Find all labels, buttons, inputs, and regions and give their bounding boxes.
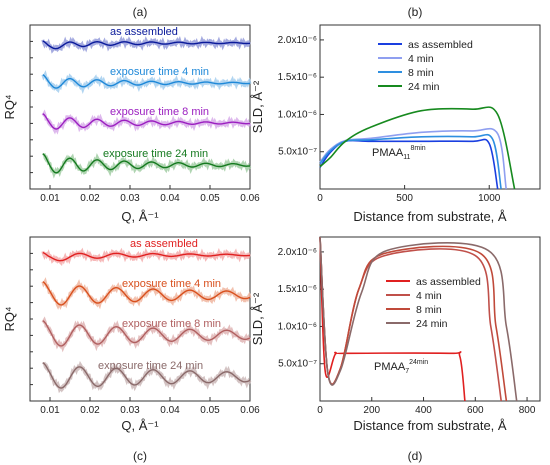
- panel-c-ylabel: RQ⁴: [2, 306, 17, 331]
- chart-marks: 0.01 0.02 0.03 0.04 0.05 0.06 as assembled expo…: [30, 26, 536, 416]
- panel-a-ylabel: RQ⁴: [2, 94, 17, 119]
- a-xtick-label: 0.05: [200, 193, 220, 204]
- b-ytick-label: 1.0x10⁻⁶: [278, 109, 317, 120]
- b-xtick-label: 1000: [478, 193, 501, 204]
- panel-d-annotation-base: PMAA: [374, 361, 406, 373]
- d-xtick-label: 0: [317, 405, 323, 416]
- c-curve-label: as assembled: [130, 238, 198, 250]
- d-ytick-label: 1.5x10⁻⁶: [278, 284, 317, 295]
- a-fit-series: [42, 74, 251, 89]
- b-legend-label: 4 min: [408, 53, 434, 65]
- c-curve-label: exposure time 8 min: [122, 318, 221, 330]
- b-ytick-label: 2.0x10⁻⁶: [278, 35, 317, 46]
- panel-c-letter: (c): [133, 449, 147, 463]
- panel-d-annotation: PMAA724min: [374, 359, 428, 375]
- b-legend-label: as assembled: [408, 39, 473, 51]
- panel-d-xlabel: Distance from substrate, Å: [353, 418, 506, 433]
- c-fit-series: [42, 281, 251, 306]
- d-xtick-label: 400: [415, 405, 432, 416]
- panel-d-frame: [319, 236, 541, 402]
- c-fit-series: [42, 251, 250, 262]
- panel-d-annotation-sup: 24min: [409, 359, 428, 366]
- b-xtick-label: 500: [396, 193, 413, 204]
- c-xtick-label: 0.02: [80, 405, 100, 416]
- d-sld-series: [319, 236, 502, 402]
- d-sld-series: [319, 236, 508, 402]
- panel-b-xlabel: Distance from substrate, Å: [353, 209, 506, 224]
- a-xtick-label: 0.06: [240, 193, 260, 204]
- panel-a-xlabel: Q, Å⁻¹: [121, 209, 159, 224]
- d-xtick-label: 600: [467, 405, 484, 416]
- d-ytick-label: 2.0x10⁻⁶: [278, 247, 317, 258]
- panel-a-letter: (a): [133, 5, 148, 19]
- b-ytick-label: 1.5x10⁻⁶: [278, 72, 317, 83]
- c-xtick-label: 0.03: [120, 405, 140, 416]
- c-curve-label: exposure time 24 min: [98, 360, 203, 372]
- panel-d-letter: (d): [408, 449, 423, 463]
- d-ytick-label: 5.0x10⁻⁷: [278, 359, 317, 370]
- a-data-series: [41, 35, 251, 54]
- b-sld-series: [319, 106, 516, 190]
- a-fit-series: [42, 40, 251, 50]
- b-sld-series: [319, 133, 502, 190]
- c-curve-label: exposure time 4 min: [122, 278, 221, 290]
- a-fit-series: [42, 113, 251, 130]
- d-xtick-label: 200: [363, 405, 380, 416]
- c-fit-series: [42, 320, 251, 347]
- b-legend-label: 24 min: [408, 81, 440, 93]
- panel-d-ylabel: SLD, Å⁻²: [250, 292, 265, 345]
- panel-d-annotation-sub: 7: [405, 368, 409, 375]
- a-curve-label: exposure time 24 min: [103, 148, 208, 160]
- panel-b-annotation: PMAA118min: [372, 145, 426, 161]
- a-xtick-label: 0.03: [120, 193, 140, 204]
- c-data-series: [41, 247, 251, 267]
- d-xtick-label: 800: [519, 405, 536, 416]
- a-curve-label: exposure time 8 min: [110, 106, 209, 118]
- panel-b-letter: (b): [408, 5, 423, 19]
- c-xtick-label: 0.01: [40, 405, 60, 416]
- d-legend-label: 4 min: [416, 290, 442, 302]
- b-xtick-label: 0: [317, 193, 323, 204]
- b-sld-series: [319, 138, 499, 190]
- b-legend-label: 8 min: [408, 67, 434, 79]
- d-legend-label: 8 min: [416, 304, 442, 316]
- b-sld-series: [319, 127, 507, 190]
- c-xtick-label: 0.05: [200, 405, 220, 416]
- panel-b-annotation-sub: 11: [403, 154, 410, 161]
- c-fit-series: [42, 362, 251, 389]
- d-sld-series: [319, 236, 518, 402]
- a-fit-series: [42, 153, 251, 174]
- a-xtick-label: 0.01: [40, 193, 60, 204]
- panel-c-xlabel: Q, Å⁻¹: [121, 418, 159, 433]
- b-ytick-label: 5.0x10⁻⁷: [278, 147, 317, 158]
- d-legend-label: 24 min: [416, 318, 448, 330]
- panel-b-annotation-base: PMAA: [372, 147, 404, 159]
- a-xtick-label: 0.04: [160, 193, 180, 204]
- d-legend-label: as assembled: [416, 276, 481, 288]
- c-xtick-label: 0.06: [240, 405, 260, 416]
- a-curve-label: exposure time 4 min: [110, 66, 209, 78]
- a-xtick-label: 0.02: [80, 193, 100, 204]
- d-ytick-label: 1.0x10⁻⁶: [278, 321, 317, 332]
- panel-b-ylabel: SLD, Å⁻²: [250, 80, 265, 133]
- c-xtick-label: 0.04: [160, 405, 180, 416]
- a-curve-label: as assembled: [110, 26, 178, 38]
- panel-b-frame: [319, 24, 541, 190]
- panel-b-annotation-sup: 8min: [410, 145, 425, 152]
